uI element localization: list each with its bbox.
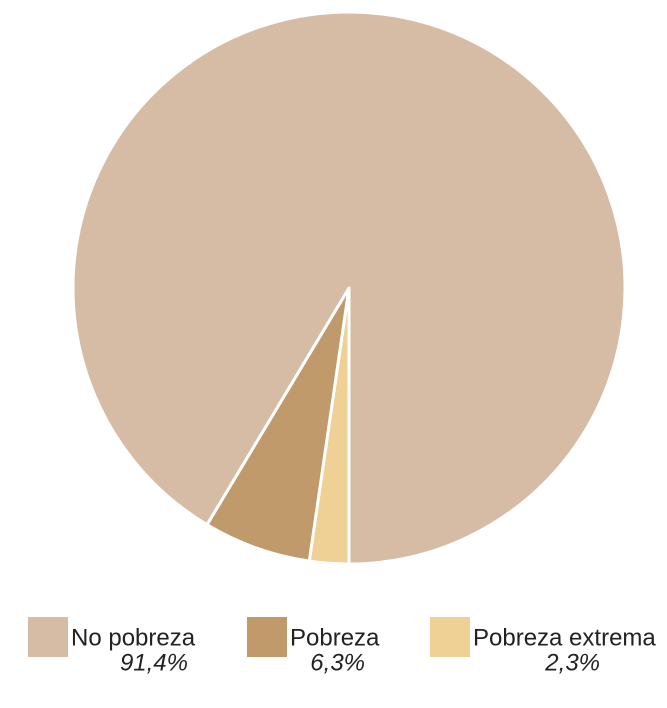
- legend-label: Pobreza: [290, 624, 380, 651]
- legend-label: No pobreza: [71, 624, 196, 651]
- legend-swatch: [430, 617, 470, 657]
- value-label: 91,4%: [120, 649, 188, 676]
- legend-swatch: [28, 617, 68, 657]
- legend-swatch: [247, 617, 287, 657]
- legend-label: Pobreza extrema: [473, 624, 656, 651]
- pie-slice: [71, 10, 627, 566]
- value-label: 6,3%: [310, 649, 365, 676]
- value-label: 2,3%: [544, 649, 600, 676]
